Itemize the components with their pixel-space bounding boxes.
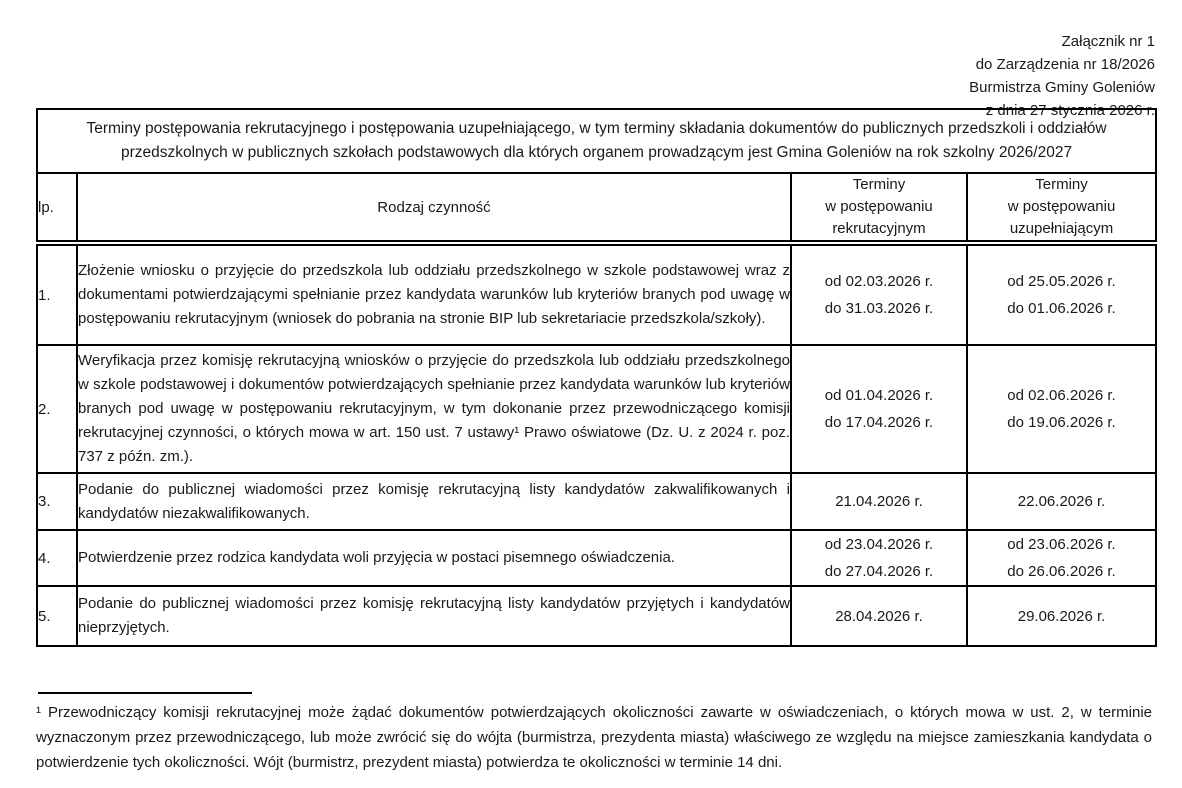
table-row: 4. Potwierdzenie przez rodzica kandydata… xyxy=(36,529,1158,587)
row-activity: Podanie do publicznej wiadomości przez k… xyxy=(76,585,792,647)
table-header-row: lp. Rodzaj czynność Terminy w postępowan… xyxy=(36,172,1158,246)
table-row: 5. Podanie do publicznej wiadomości prze… xyxy=(36,585,1158,647)
row-activity: Weryfikacja przez komisję rekrutacyjną w… xyxy=(76,344,792,474)
row-supplementary-dates: od 23.06.2026 r. do 26.06.2026 r. xyxy=(965,529,1158,587)
table-row: 3. Podanie do publicznej wiadomości prze… xyxy=(36,472,1158,531)
table-row: 2. Weryfikacja przez komisję rekrutacyjn… xyxy=(36,344,1158,474)
attachment-note-line-1: Załącznik nr 1 xyxy=(1061,33,1155,50)
row-activity: Złożenie wniosku o przyjęcie do przedszk… xyxy=(76,242,792,346)
row-number: 2. xyxy=(36,344,78,474)
row-recruitment-dates: 28.04.2026 r. xyxy=(790,585,968,647)
row-activity: Potwierdzenie przez rodzica kandydata wo… xyxy=(76,529,792,587)
recruitment-schedule-table: Terminy postępowania rekrutacyjnego i po… xyxy=(35,108,1158,647)
row-activity: Podanie do publicznej wiadomości przez k… xyxy=(76,472,792,531)
table-title: Terminy postępowania rekrutacyjnego i po… xyxy=(35,108,1158,174)
table-title-row: Terminy postępowania rekrutacyjnego i po… xyxy=(35,108,1158,174)
row-number: 4. xyxy=(36,529,78,587)
header-recruitment-dates: Terminy w postępowaniu rekrutacyjnym xyxy=(790,172,968,246)
row-recruitment-dates: od 01.04.2026 r. do 17.04.2026 r. xyxy=(790,344,968,474)
row-supplementary-dates: od 25.05.2026 r. do 01.06.2026 r. xyxy=(965,242,1158,346)
attachment-note-line-2: do Zarządzenia nr 18/2026 xyxy=(975,56,1155,73)
row-supplementary-dates: 22.06.2026 r. xyxy=(965,472,1158,531)
header-activity-type: Rodzaj czynność xyxy=(76,172,792,246)
row-recruitment-dates: od 02.03.2026 r. do 31.03.2026 r. xyxy=(790,242,968,346)
row-number: 3. xyxy=(36,472,78,531)
row-number: 1. xyxy=(36,242,78,346)
row-recruitment-dates: 21.04.2026 r. xyxy=(790,472,968,531)
table-row: 1. Złożenie wniosku o przyjęcie do przed… xyxy=(36,242,1158,346)
row-supplementary-dates: 29.06.2026 r. xyxy=(965,585,1158,647)
footnote-text: ¹ Przewodniczący komisji rekrutacyjnej m… xyxy=(36,704,1152,771)
header-lp: lp. xyxy=(36,172,78,246)
footnote-separator xyxy=(38,692,252,694)
row-number: 5. xyxy=(36,585,78,647)
row-recruitment-dates: od 23.04.2026 r. do 27.04.2026 r. xyxy=(790,529,968,587)
attachment-note-line-3: Burmistrza Gminy Goleniów xyxy=(969,79,1155,96)
row-supplementary-dates: od 02.06.2026 r. do 19.06.2026 r. xyxy=(965,344,1158,474)
header-supplementary-dates: Terminy w postępowaniu uzupełniającym xyxy=(965,172,1158,246)
